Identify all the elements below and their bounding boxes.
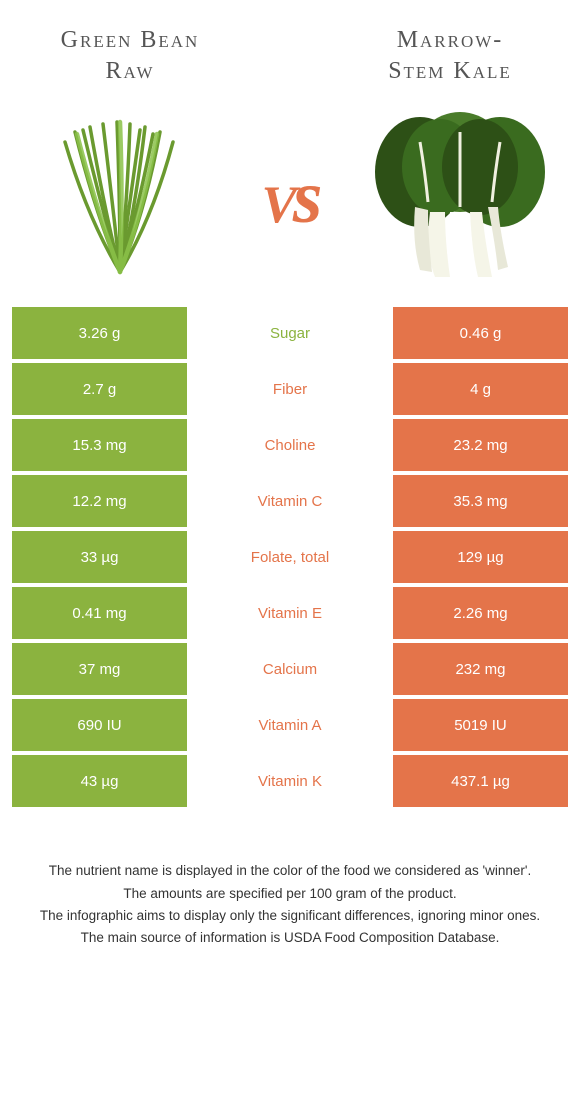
table-row: 15.3 mgCholine23.2 mg xyxy=(12,419,568,471)
left-value: 37 mg xyxy=(12,643,187,695)
table-row: 2.7 gFiber4 g xyxy=(12,363,568,415)
table-row: 33 µgFolate, total129 µg xyxy=(12,531,568,583)
footer-line: The amounts are specified per 100 gram o… xyxy=(20,884,560,904)
right-value: 5019 IU xyxy=(393,699,568,751)
nutrient-label: Vitamin E xyxy=(187,587,393,639)
left-value: 3.26 g xyxy=(12,307,187,359)
right-value: 437.1 µg xyxy=(393,755,568,807)
right-value: 2.26 mg xyxy=(393,587,568,639)
table-row: 43 µgVitamin K437.1 µg xyxy=(12,755,568,807)
nutrient-label: Fiber xyxy=(187,363,393,415)
right-value: 232 mg xyxy=(393,643,568,695)
nutrient-label: Sugar xyxy=(187,307,393,359)
right-value: 0.46 g xyxy=(393,307,568,359)
right-value: 35.3 mg xyxy=(393,475,568,527)
right-food-image xyxy=(370,107,550,287)
vs-label: vs xyxy=(262,154,319,241)
right-title-line1: Marrow- xyxy=(397,27,504,53)
left-value: 690 IU xyxy=(12,699,187,751)
nutrient-label: Choline xyxy=(187,419,393,471)
table-row: 0.41 mgVitamin E2.26 mg xyxy=(12,587,568,639)
table-row: 37 mgCalcium232 mg xyxy=(12,643,568,695)
left-value: 2.7 g xyxy=(12,363,187,415)
nutrient-label: Calcium xyxy=(187,643,393,695)
right-food-title: Marrow- Stem Kale xyxy=(350,25,550,87)
left-food-title: Green Bean Raw xyxy=(30,25,230,87)
right-value: 23.2 mg xyxy=(393,419,568,471)
nutrient-table: 3.26 gSugar0.46 g2.7 gFiber4 g15.3 mgCho… xyxy=(0,307,580,807)
nutrient-label: Vitamin A xyxy=(187,699,393,751)
left-value: 12.2 mg xyxy=(12,475,187,527)
right-value: 129 µg xyxy=(393,531,568,583)
footer-notes: The nutrient name is displayed in the co… xyxy=(0,811,580,948)
nutrient-label: Folate, total xyxy=(187,531,393,583)
left-value: 43 µg xyxy=(12,755,187,807)
right-title-line2: Stem Kale xyxy=(388,58,512,84)
left-value: 15.3 mg xyxy=(12,419,187,471)
table-row: 12.2 mgVitamin C35.3 mg xyxy=(12,475,568,527)
nutrient-label: Vitamin K xyxy=(187,755,393,807)
left-value: 33 µg xyxy=(12,531,187,583)
footer-line: The main source of information is USDA F… xyxy=(20,928,560,948)
images-row: vs xyxy=(0,97,580,307)
header: Green Bean Raw Marrow- Stem Kale xyxy=(0,0,580,97)
table-row: 690 IUVitamin A5019 IU xyxy=(12,699,568,751)
nutrient-label: Vitamin C xyxy=(187,475,393,527)
left-food-image xyxy=(30,107,210,287)
right-value: 4 g xyxy=(393,363,568,415)
footer-line: The nutrient name is displayed in the co… xyxy=(20,861,560,881)
left-title-line2: Raw xyxy=(106,58,155,84)
footer-line: The infographic aims to display only the… xyxy=(20,906,560,926)
left-value: 0.41 mg xyxy=(12,587,187,639)
table-row: 3.26 gSugar0.46 g xyxy=(12,307,568,359)
left-title-line1: Green Bean xyxy=(61,27,200,53)
